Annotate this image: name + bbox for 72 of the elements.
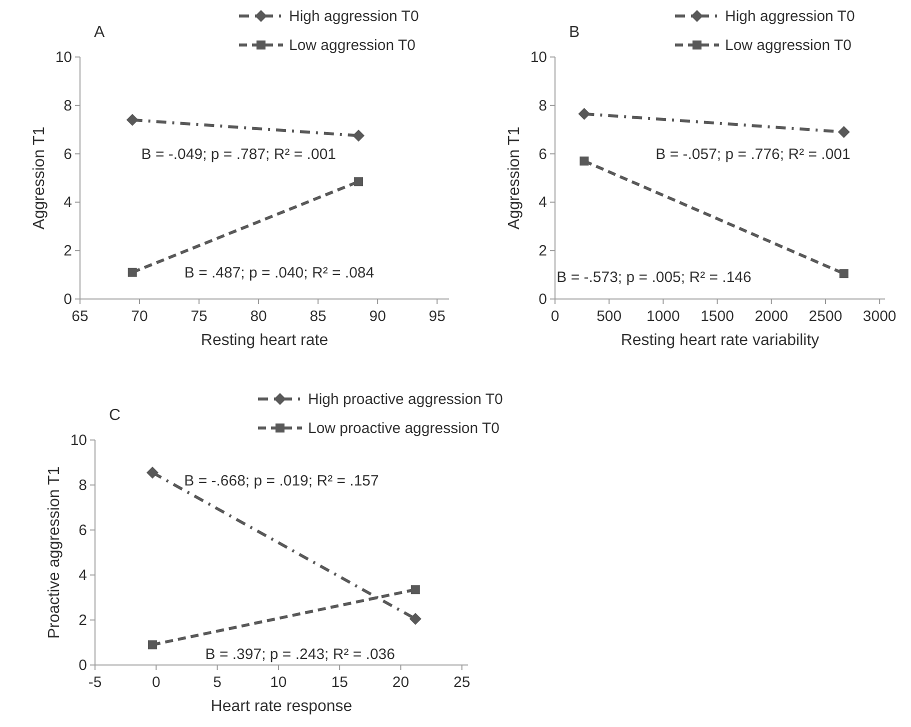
y-axis-title: Aggression T1 (506, 126, 523, 230)
x-tick-label: -5 (88, 674, 102, 691)
annotation: B = -.668; p = .019; R² = .157 (184, 472, 379, 490)
point (128, 268, 137, 277)
point (578, 108, 590, 120)
legend-label: High aggression T0 (725, 8, 855, 25)
point (146, 466, 158, 479)
y-tick-label: 0 (78, 657, 87, 674)
y-tick-label: 2 (64, 242, 72, 260)
annotation: B = .487; p = .040; R² = .084 (184, 264, 374, 282)
x-tick-label: 90 (369, 308, 386, 325)
y-tick-label: 4 (78, 567, 87, 584)
x-tick-label: 85 (310, 308, 326, 325)
annotation: B = -.057; p = .776; R² = .001 (656, 146, 850, 163)
y-tick-label: 8 (538, 97, 547, 114)
x-tick-label: 0 (550, 308, 560, 325)
y-tick-label: 0 (64, 291, 72, 308)
point (410, 585, 420, 594)
x-tick-label: 75 (190, 308, 208, 325)
y-tick-label: 8 (78, 477, 87, 494)
x-tick-label: 15 (331, 674, 348, 691)
point (126, 114, 138, 126)
legend-label: High proactive aggression T0 (308, 391, 503, 408)
legend-label: Low proactive aggression T0 (308, 420, 500, 437)
x-axis-title: Heart rate response (210, 698, 352, 715)
y-tick-label: 2 (538, 242, 547, 260)
x-tick-label: 2000 (754, 308, 788, 325)
x-tick-label: 5 (213, 674, 222, 691)
x-axis-title: Resting heart rate (200, 332, 328, 349)
point (580, 156, 589, 166)
chart-title: B (569, 24, 580, 41)
point (838, 126, 850, 138)
y-tick-label: 10 (55, 49, 72, 66)
point (352, 130, 365, 142)
x-tick-label: 65 (72, 308, 88, 325)
annotation: B = -.573; p = .005; R² = .146 (556, 269, 752, 286)
y-tick-label: 10 (70, 432, 87, 449)
x-tick-label: 500 (596, 308, 622, 325)
legend-label: Low aggression T0 (725, 37, 852, 54)
y-tick-label: 0 (538, 291, 547, 308)
x-tick-label: 20 (392, 674, 410, 691)
x-tick-label: 25 (454, 674, 470, 691)
x-tick-label: 70 (131, 308, 148, 325)
y-tick-label: 4 (64, 194, 72, 212)
point (148, 640, 157, 650)
point (354, 177, 364, 186)
y-axis-title: Proactive aggression T1 (46, 466, 63, 639)
y-tick-label: 6 (64, 146, 72, 163)
x-axis-title: Resting heart rate variability (620, 332, 820, 349)
chart-title: C (109, 407, 121, 424)
y-tick-label: 6 (538, 146, 547, 163)
y-tick-label: 6 (78, 522, 87, 539)
y-tick-label: 10 (530, 49, 547, 66)
point (839, 269, 848, 278)
x-tick-label: 95 (428, 308, 446, 325)
legend-label: Low aggression T0 (289, 37, 416, 54)
chart-title: A (94, 24, 105, 41)
x-tick-label: 1500 (700, 308, 734, 325)
x-tick-label: 2500 (808, 308, 842, 325)
x-tick-label: 1000 (646, 308, 680, 325)
annotation: B = -.049; p = .787; R² = .001 (141, 146, 336, 163)
point (409, 612, 422, 625)
x-tick-label: 3000 (862, 308, 896, 325)
x-tick-label: 0 (152, 674, 160, 691)
annotation: B = .397; p = .243; R² = .036 (205, 646, 396, 663)
legend-label: High aggression T0 (289, 8, 419, 25)
x-tick-label: 80 (250, 308, 267, 325)
y-tick-label: 2 (78, 612, 87, 629)
x-tick-label: 10 (270, 674, 287, 691)
y-axis-title: Aggression T1 (31, 126, 48, 230)
y-tick-label: 4 (538, 194, 547, 212)
y-tick-label: 8 (64, 97, 72, 114)
